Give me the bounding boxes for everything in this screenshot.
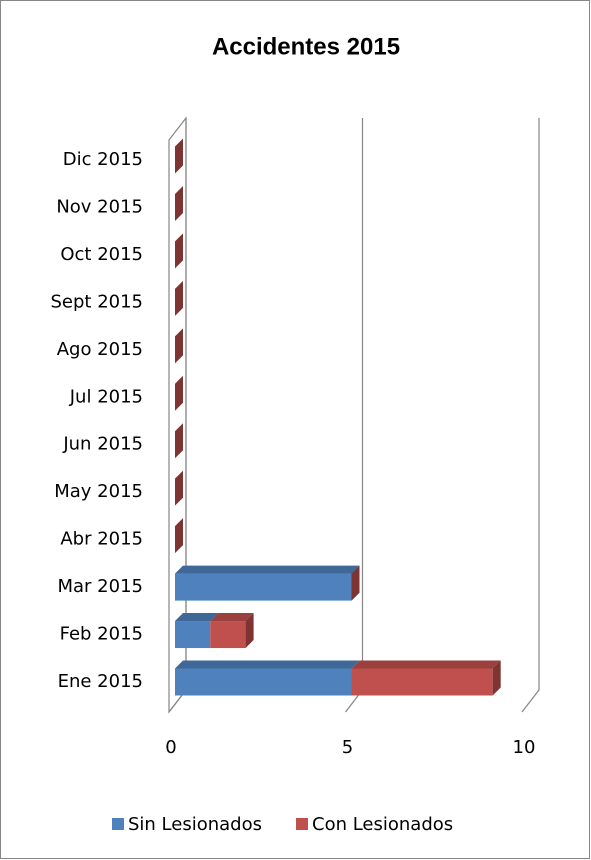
bar-front [175, 573, 352, 601]
y-tick-label: Ago 2015 [57, 339, 143, 360]
bar-top [175, 613, 219, 622]
bar-segment [175, 565, 360, 601]
bar-segment [175, 233, 183, 269]
legend-label: Con Lesionados [312, 814, 453, 835]
bar-segment [175, 470, 183, 506]
bar-side [175, 328, 183, 364]
bar-side [175, 138, 183, 174]
bar-top [351, 660, 501, 669]
bar-segment [175, 280, 183, 316]
y-tick-label: Abr 2015 [60, 529, 143, 550]
y-tick-label: Nov 2015 [56, 196, 143, 217]
bar-segment [175, 185, 183, 221]
bar-segment [175, 613, 219, 649]
bar-segment [175, 138, 183, 174]
bar-side [245, 613, 254, 649]
y-tick-label: Jul 2015 [69, 386, 143, 407]
bar-side [175, 423, 183, 459]
bar-segment [175, 660, 360, 696]
y-tick-label: Ene 2015 [58, 671, 143, 692]
bar-segment [210, 613, 254, 649]
bar-segment [351, 660, 501, 696]
bar-side [175, 280, 183, 316]
chart-title: Accidentes 2015 [212, 33, 400, 60]
y-tick-label: Oct 2015 [60, 244, 143, 265]
x-tick-label: 5 [342, 737, 353, 758]
legend-swatch [112, 818, 124, 830]
bar-segment [175, 328, 183, 364]
legend-label: Sin Lesionados [128, 814, 262, 835]
y-tick-label: Jun 2015 [62, 434, 143, 455]
bar-top [175, 660, 360, 669]
y-tick-label: Feb 2015 [60, 624, 143, 645]
bar-side [175, 375, 183, 411]
x-tick-label: 10 [513, 737, 536, 758]
bar-segment [351, 565, 360, 601]
bar-front [351, 668, 493, 696]
grid-line [521, 118, 540, 713]
x-tick-label: 0 [165, 737, 176, 758]
bar-side [175, 518, 183, 554]
bar-side [175, 233, 183, 269]
bar-side [351, 565, 360, 601]
bar-front [175, 621, 211, 649]
bar-segment [175, 518, 183, 554]
bar-front [175, 668, 352, 696]
legend-swatch [296, 818, 308, 830]
y-tick-label: May 2015 [54, 481, 143, 502]
bar-top [210, 613, 254, 622]
bar-top [175, 565, 360, 574]
y-tick-label: Mar 2015 [58, 576, 144, 597]
bar-front [210, 621, 246, 649]
y-tick-label: Sept 2015 [50, 291, 143, 312]
bar-side [175, 470, 183, 506]
y-tick-label: Dic 2015 [63, 149, 143, 170]
bar-side [492, 660, 501, 696]
bar-segment [175, 423, 183, 459]
bar-segment [175, 375, 183, 411]
bar-side [175, 185, 183, 221]
